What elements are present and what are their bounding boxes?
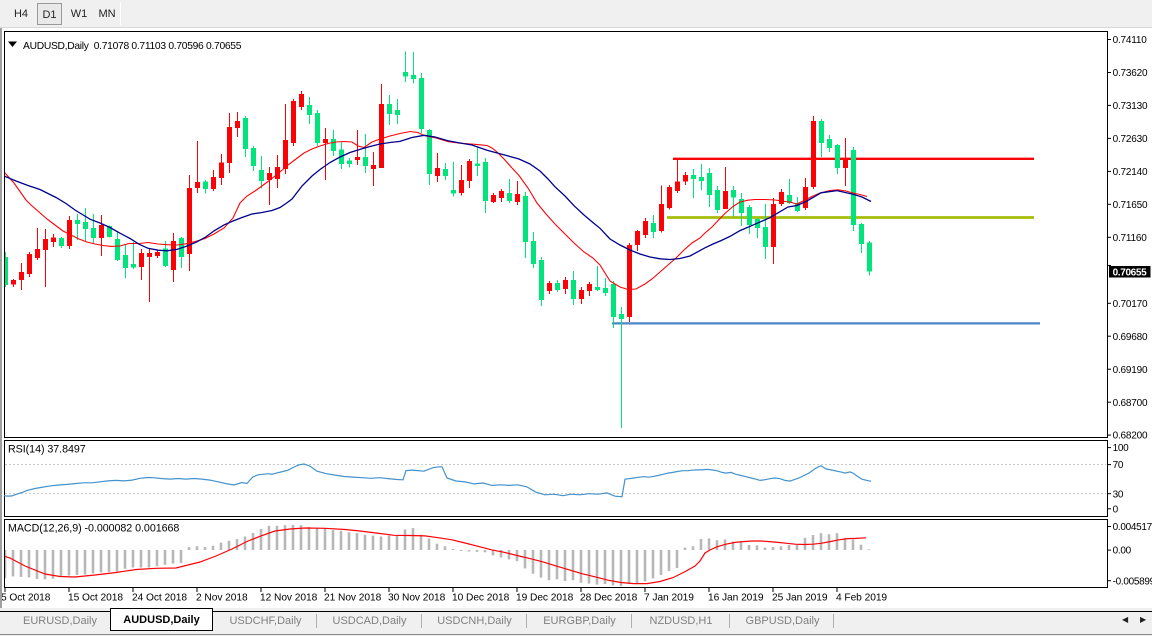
svg-text:4 Feb 2019: 4 Feb 2019: [836, 593, 887, 604]
svg-text:0.69680: 0.69680: [1113, 332, 1148, 343]
svg-text:7 Jan 2019: 7 Jan 2019: [644, 593, 694, 604]
svg-text:-0.005899: -0.005899: [1113, 576, 1152, 587]
svg-text:0.72630: 0.72630: [1113, 134, 1148, 145]
svg-text:5 Oct 2018: 5 Oct 2018: [1, 593, 51, 604]
svg-text:0.68200: 0.68200: [1113, 431, 1148, 442]
svg-text:30: 30: [1113, 489, 1124, 500]
svg-text:15 Oct 2018: 15 Oct 2018: [68, 593, 123, 604]
svg-text:100: 100: [1113, 443, 1130, 454]
svg-text:0.68700: 0.68700: [1113, 398, 1148, 409]
svg-text:21 Nov 2018: 21 Nov 2018: [324, 593, 382, 604]
svg-text:0.004517: 0.004517: [1113, 522, 1152, 533]
svg-text:MACD(12,26,9) -0.000082 0.0016: MACD(12,26,9) -0.000082 0.001668: [8, 523, 179, 535]
svg-text:0: 0: [1113, 504, 1119, 515]
svg-text:0.71160: 0.71160: [1113, 233, 1148, 244]
svg-text:0.73130: 0.73130: [1113, 101, 1148, 112]
svg-text:0.73620: 0.73620: [1113, 68, 1148, 79]
svg-text:28 Dec 2018: 28 Dec 2018: [580, 593, 638, 604]
svg-text:30 Nov 2018: 30 Nov 2018: [388, 593, 446, 604]
svg-text:0.00: 0.00: [1113, 546, 1132, 557]
svg-text:0.74110: 0.74110: [1113, 35, 1148, 46]
svg-text:25 Jan 2019: 25 Jan 2019: [772, 593, 828, 604]
svg-text:0.72140: 0.72140: [1113, 167, 1148, 178]
svg-text:0.70655: 0.70655: [1113, 267, 1147, 278]
svg-text:2 Nov 2018: 2 Nov 2018: [196, 593, 248, 604]
svg-text:0.71650: 0.71650: [1113, 200, 1148, 211]
svg-text:16 Jan 2019: 16 Jan 2019: [708, 593, 764, 604]
svg-text:RSI(14) 37.8497: RSI(14) 37.8497: [8, 444, 86, 456]
svg-text:24 Oct 2018: 24 Oct 2018: [132, 593, 187, 604]
svg-text:0.69190: 0.69190: [1113, 365, 1148, 376]
svg-text:70: 70: [1113, 460, 1124, 471]
svg-text:10 Dec 2018: 10 Dec 2018: [452, 593, 510, 604]
svg-text:AUDUSD,Daily 0.71078 0.71103: AUDUSD,Daily 0.71078 0.71103 0.70596 0.7…: [23, 41, 242, 52]
svg-text:19 Dec 2018: 19 Dec 2018: [516, 593, 574, 604]
svg-text:12 Nov 2018: 12 Nov 2018: [260, 593, 318, 604]
svg-text:0.70170: 0.70170: [1113, 299, 1148, 310]
